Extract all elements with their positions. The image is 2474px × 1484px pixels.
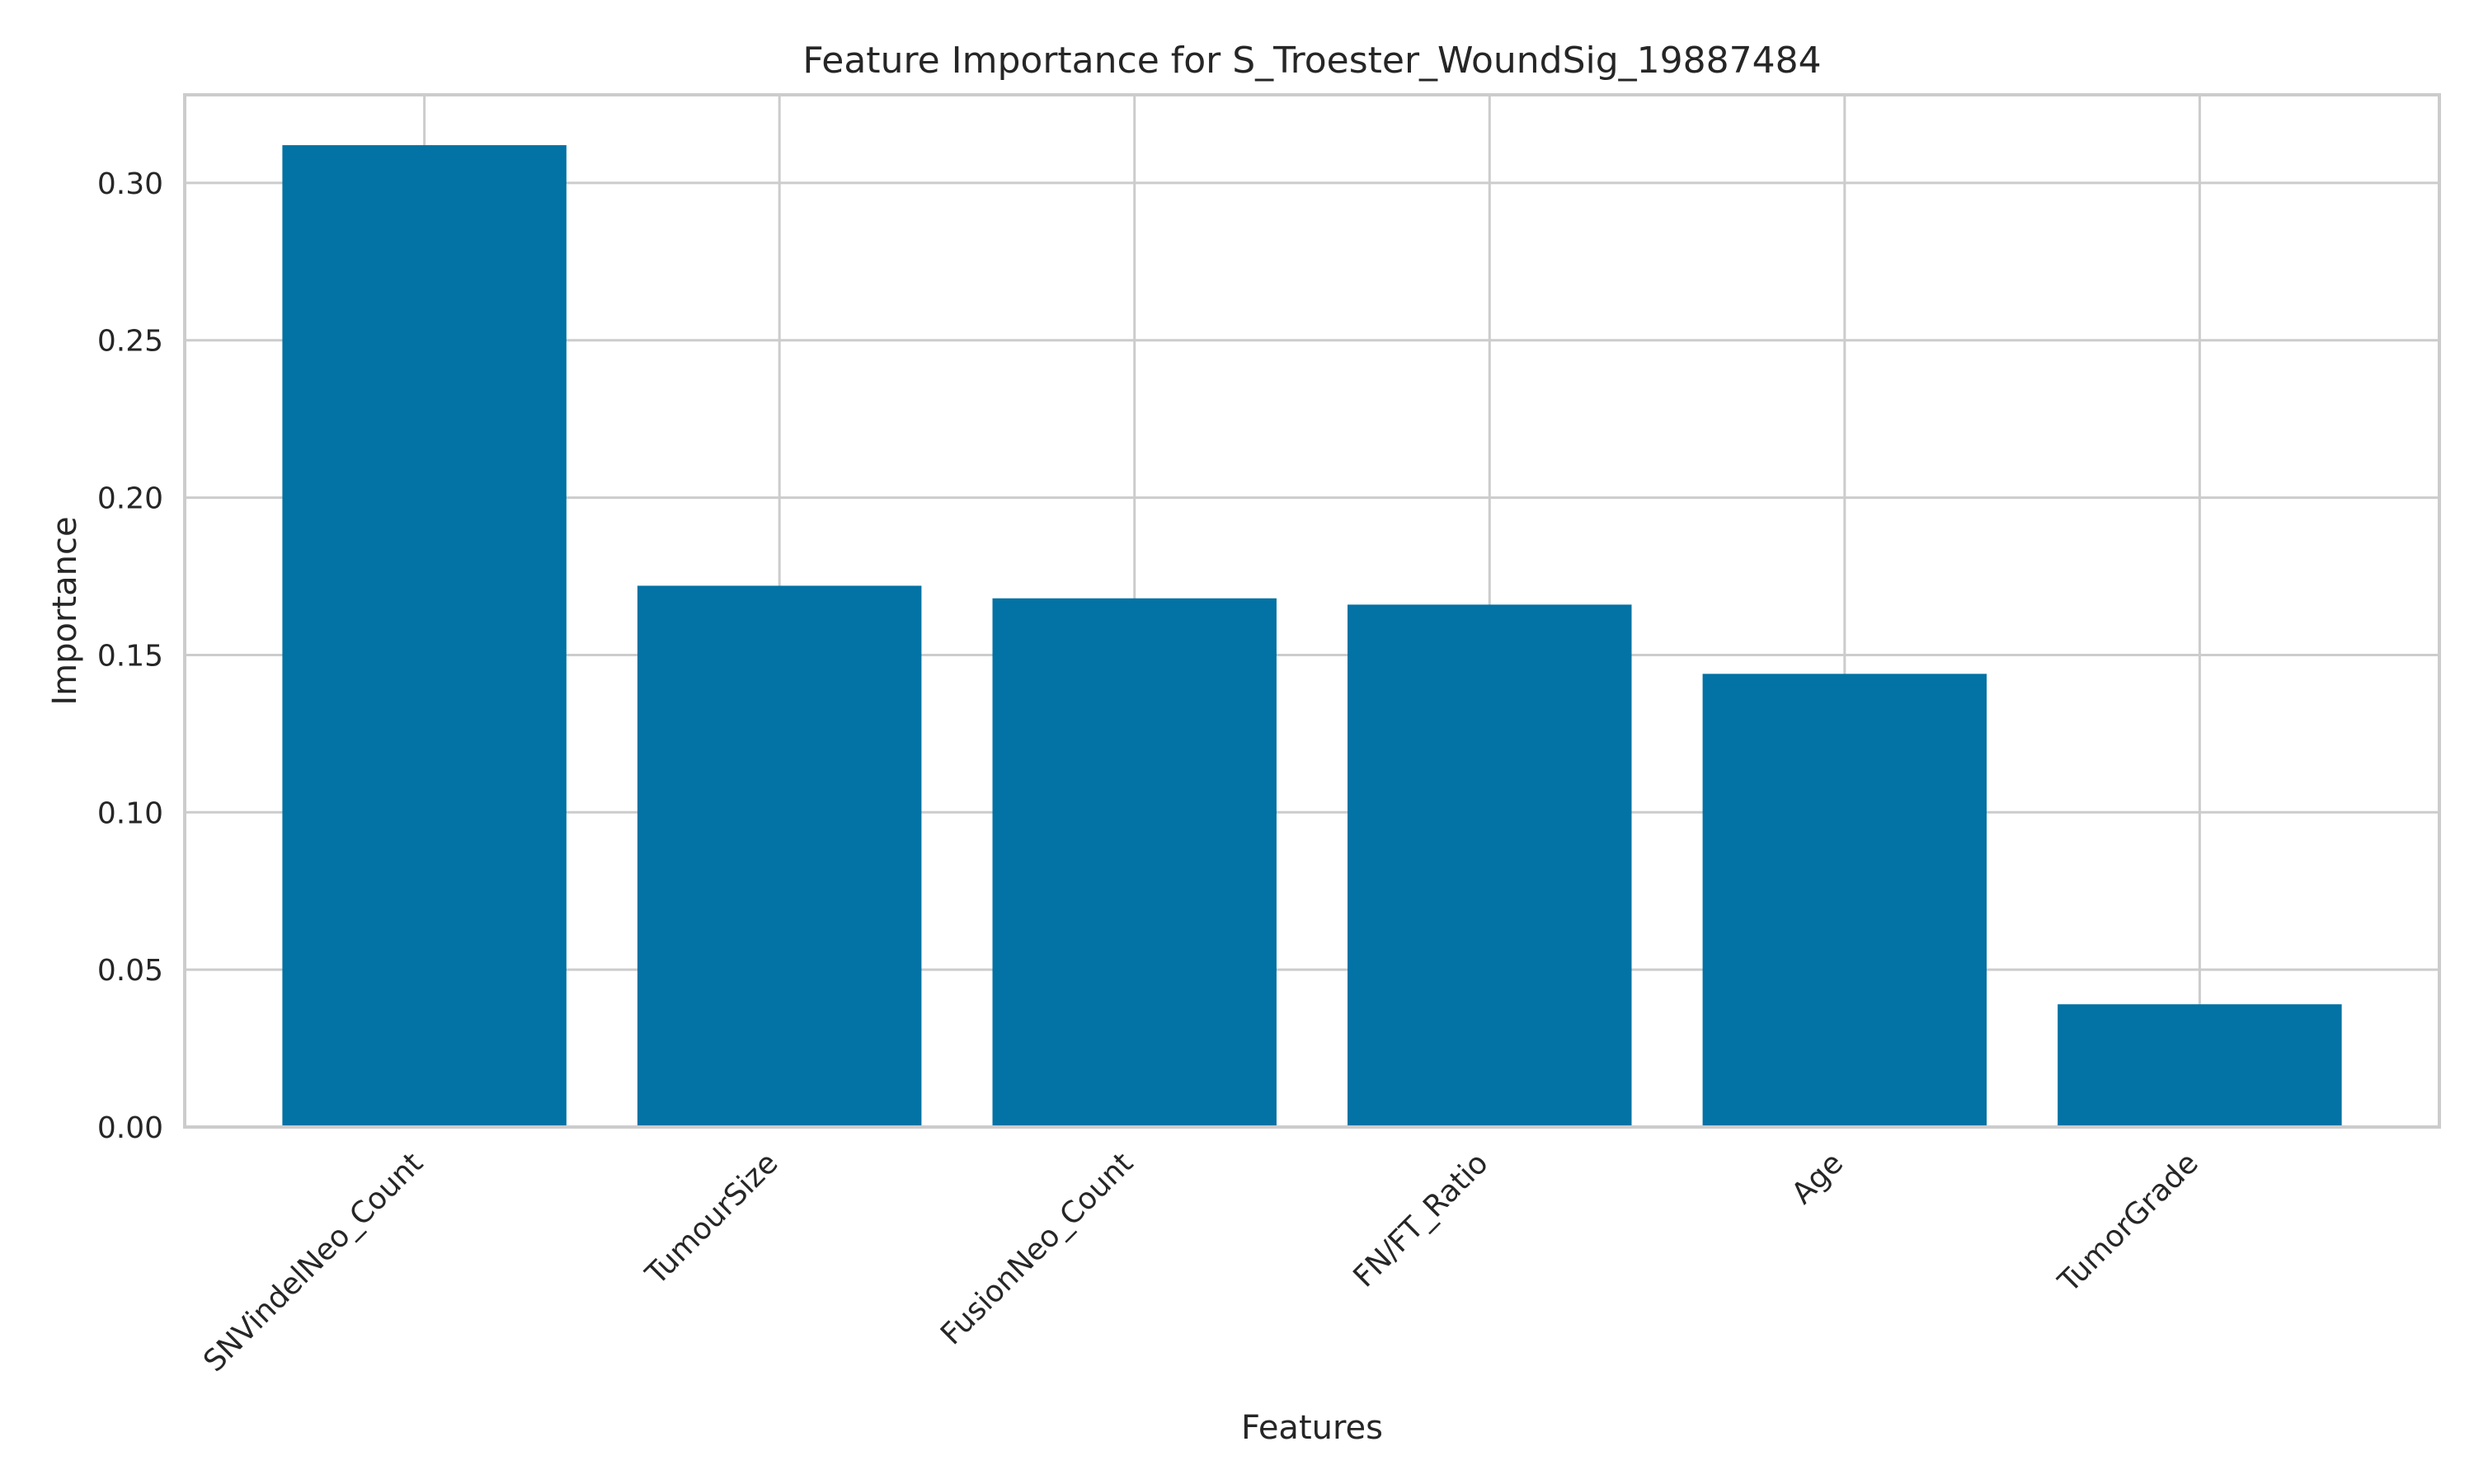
bar: [992, 598, 1277, 1127]
y-tick-label: 0.15: [97, 639, 163, 673]
x-tick-label: SNVindelNeo_Count: [197, 1146, 430, 1378]
bar: [637, 585, 922, 1127]
x-tick-label: FusionNeo_Count: [934, 1146, 1140, 1351]
bar: [2058, 1004, 2342, 1127]
bar: [1348, 604, 1632, 1127]
x-tick-label: TumorGrade: [2052, 1146, 2205, 1299]
y-tick-label: 0.10: [97, 796, 163, 830]
bar: [1702, 674, 1987, 1127]
plot-frame: [183, 93, 2441, 1129]
y-tick-label: 0.00: [97, 1111, 163, 1145]
y-tick-labels: 0.00 0.05 0.10 0.15 0.20 0.25 0.30: [97, 167, 163, 1145]
y-tick-label: 0.25: [97, 325, 163, 359]
y-tick-label: 0.05: [97, 954, 163, 988]
x-tick-labels: SNVindelNeo_Count TumourSize FusionNeo_Cou…: [197, 1146, 2205, 1378]
x-axis-label: Features: [1241, 1409, 1383, 1447]
x-tick-label: TumourSize: [639, 1146, 785, 1292]
chart-title: Feature Importance for S_Troester_WoundS…: [802, 40, 1821, 82]
bars-layer: [282, 145, 2342, 1128]
bar: [282, 145, 567, 1128]
x-tick-label: Age: [1785, 1146, 1850, 1210]
y-axis-label: Importance: [46, 516, 84, 705]
y-tick-label: 0.20: [97, 482, 163, 516]
y-tick-label: 0.30: [97, 167, 163, 201]
x-tick-label: FN/FT_Ratio: [1348, 1146, 1495, 1294]
